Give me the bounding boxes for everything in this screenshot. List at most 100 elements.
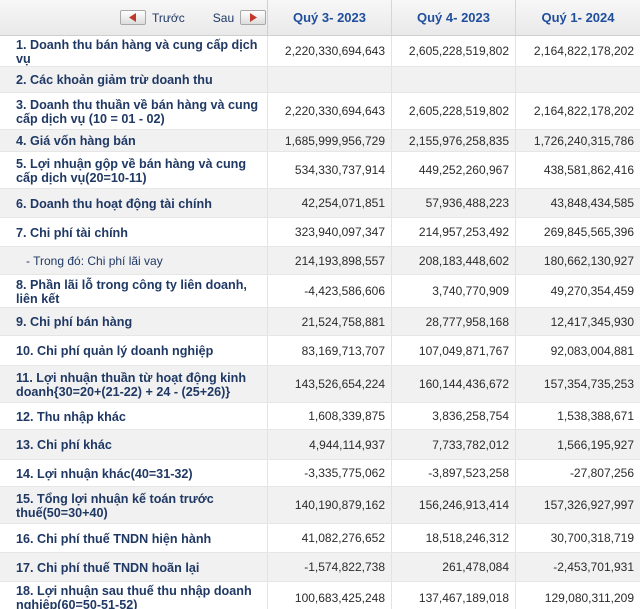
row-label: 16. Chi phí thuế TNDN hiện hành — [0, 524, 268, 552]
table-row: 15. Tổng lợi nhuận kế toán trước thuế(50… — [0, 487, 640, 524]
period-header-q1-2024: Quý 1- 2024 — [541, 10, 615, 25]
row-value: 3,740,770,909 — [392, 275, 516, 307]
row-value: 2,605,228,519,802 — [392, 93, 516, 129]
row-value: 157,326,927,997 — [543, 498, 634, 512]
row-value: 1,685,999,956,729 — [268, 130, 392, 151]
row-value: -1,574,822,738 — [268, 553, 392, 581]
row-value: 49,270,354,459 — [550, 284, 634, 298]
table-row: 2. Các khoản giảm trừ doanh thu — [0, 67, 640, 93]
row-value: 269,845,565,396 — [543, 225, 634, 239]
row-value: 2,605,228,519,802 — [392, 36, 516, 66]
row-label: 9. Chi phí bán hàng — [0, 308, 268, 335]
table-row: 8. Phần lãi lỗ trong công ty liên doanh,… — [0, 275, 640, 308]
row-value: 92,083,004,881 — [550, 343, 634, 358]
row-value: 534,330,737,914 — [268, 152, 392, 188]
row-value: 449,252,260,967 — [392, 152, 516, 188]
period-navigation: Trước Sau — [0, 0, 268, 35]
table-row: 4. Giá vốn hàng bán 1,685,999,956,729 2,15… — [0, 130, 640, 152]
table-header: Trước Sau Quý 3- 2023 Quý 4- 2023 Quý 1-… — [0, 0, 640, 36]
row-value: -3,897,523,258 — [392, 460, 516, 486]
row-label: 6. Doanh thu hoạt động tài chính — [0, 189, 268, 217]
row-label: 13. Chi phí khác — [0, 430, 268, 459]
row-value: 100,683,425,248 — [268, 582, 392, 609]
row-value: 323,940,097,347 — [268, 218, 392, 246]
row-value: 1,726,240,315,786 — [533, 133, 634, 148]
row-label: 1. Doanh thu bán hàng và cung cấp dịch v… — [0, 36, 268, 66]
table-row: 1. Doanh thu bán hàng và cung cấp dịch v… — [0, 36, 640, 67]
row-value: 28,777,958,168 — [392, 308, 516, 335]
row-label: - Trong đó: Chi phí lãi vay — [0, 247, 268, 274]
row-value — [268, 67, 392, 92]
period-header-q3-2023: Quý 3- 2023 — [268, 0, 392, 35]
row-value: -2,453,701,931 — [553, 560, 634, 574]
row-value: 42,254,071,851 — [268, 189, 392, 217]
row-value: 261,478,084 — [392, 553, 516, 581]
row-value: 57,936,488,223 — [392, 189, 516, 217]
row-value: -3,335,775,062 — [268, 460, 392, 486]
row-label: 4. Giá vốn hàng bán — [0, 130, 268, 151]
row-value — [516, 67, 640, 92]
row-value: 43,848,434,585 — [550, 196, 634, 210]
row-value: -4,423,586,606 — [268, 275, 392, 307]
row-label: 3. Doanh thu thuần về bán hàng và cung c… — [0, 93, 268, 129]
arrow-left-icon — [129, 13, 136, 22]
table-row: 16. Chi phí thuế TNDN hiện hành 41,082,27… — [0, 524, 640, 553]
table-row: 12. Thu nhập khác 1,608,339,875 3,836,258,… — [0, 403, 640, 430]
row-value: 1,538,388,671 — [557, 409, 634, 423]
row-value: 30,700,318,719 — [550, 531, 634, 545]
next-label[interactable]: Sau — [212, 10, 235, 25]
row-value: 4,944,114,937 — [268, 430, 392, 459]
row-value: 7,733,782,012 — [392, 430, 516, 459]
row-label: 15. Tổng lợi nhuận kế toán trước thuế(50… — [0, 487, 268, 523]
table-row: 10. Chi phí quản lý doanh nghiệp 83,169,7… — [0, 336, 640, 366]
row-value: 214,957,253,492 — [392, 218, 516, 246]
row-value: 18,518,246,312 — [392, 524, 516, 552]
table-row: 18. Lợi nhuận sau thuế thu nhập doanh ng… — [0, 582, 640, 609]
row-value: 3,836,258,754 — [392, 403, 516, 429]
table-row: 5. Lợi nhuận gộp về bán hàng và cung cấp… — [0, 152, 640, 189]
row-value: 2,155,976,258,835 — [392, 130, 516, 151]
row-value: 107,049,871,767 — [392, 336, 516, 365]
row-value: 2,220,330,694,643 — [268, 36, 392, 66]
table-row: - Trong đó: Chi phí lãi vay 214,193,898,5… — [0, 247, 640, 275]
row-value: 1,566,195,927 — [557, 437, 634, 452]
row-value: 157,354,735,253 — [543, 377, 634, 391]
row-value: 1,608,339,875 — [268, 403, 392, 429]
table-row: 9. Chi phí bán hàng 21,524,758,881 28,777,… — [0, 308, 640, 336]
row-label: 8. Phần lãi lỗ trong công ty liên doanh,… — [0, 275, 268, 307]
row-label: 17. Chi phí thuế TNDN hoãn lại — [0, 553, 268, 581]
row-value: 438,581,862,416 — [543, 163, 634, 177]
table-row: 3. Doanh thu thuần về bán hàng và cung c… — [0, 93, 640, 130]
previous-button[interactable] — [120, 10, 146, 25]
table-row: 11. Lợi nhuận thuần từ hoạt động kinh do… — [0, 366, 640, 403]
next-button[interactable] — [240, 10, 267, 25]
row-value: -27,807,256 — [569, 466, 634, 480]
row-value: 214,193,898,557 — [268, 247, 392, 274]
row-value: 137,467,189,018 — [392, 582, 516, 609]
row-value: 41,082,276,652 — [268, 524, 392, 552]
row-value: 12,417,345,930 — [550, 314, 634, 329]
arrow-right-icon — [250, 13, 258, 22]
row-label: 14. Lợi nhuận khác(40=31-32) — [0, 460, 268, 486]
table-row: 17. Chi phí thuế TNDN hoãn lại -1,574,822… — [0, 553, 640, 582]
row-label: 5. Lợi nhuận gộp về bán hàng và cung cấp… — [0, 152, 268, 188]
row-value: 83,169,713,707 — [268, 336, 392, 365]
table-row: 7. Chi phí tài chính 323,940,097,347 214,9… — [0, 218, 640, 247]
row-value: 180,662,130,927 — [543, 253, 634, 268]
row-value: 156,246,913,414 — [392, 487, 516, 523]
table-row: 6. Doanh thu hoạt động tài chính 42,254,0… — [0, 189, 640, 218]
row-label: 10. Chi phí quản lý doanh nghiệp — [0, 336, 268, 365]
row-value: 2,164,822,178,202 — [533, 104, 634, 118]
row-value: 2,164,822,178,202 — [533, 44, 634, 58]
previous-label[interactable]: Trước — [152, 10, 185, 25]
row-value: 2,220,330,694,643 — [268, 93, 392, 129]
row-value — [392, 67, 516, 92]
row-label: 7. Chi phí tài chính — [0, 218, 268, 246]
row-value: 208,183,448,602 — [392, 247, 516, 274]
table-row: 14. Lợi nhuận khác(40=31-32) -3,335,775,0… — [0, 460, 640, 487]
row-label: 18. Lợi nhuận sau thuế thu nhập doanh ng… — [0, 582, 268, 609]
row-value: 21,524,758,881 — [268, 308, 392, 335]
row-label: 2. Các khoản giảm trừ doanh thu — [0, 67, 268, 92]
row-label: 12. Thu nhập khác — [0, 403, 268, 429]
